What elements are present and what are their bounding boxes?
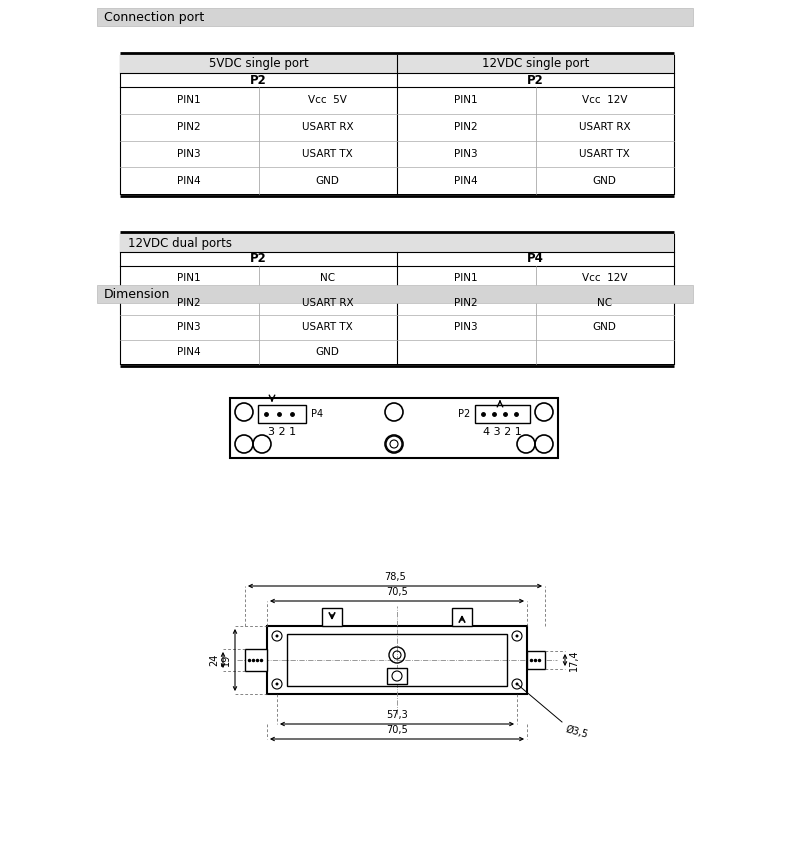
Bar	[120, 55, 397, 73]
Text: GND: GND	[592, 322, 617, 333]
Text: PIN3: PIN3	[455, 149, 478, 159]
Text: GND: GND	[316, 176, 339, 186]
Bar	[230, 398, 558, 458]
Text: 19: 19	[221, 654, 231, 666]
Text: USART TX: USART TX	[302, 149, 353, 159]
Text: USART RX: USART RX	[579, 122, 630, 133]
Circle shape	[516, 683, 518, 685]
Text: PIN1: PIN1	[177, 95, 201, 106]
Circle shape	[275, 683, 278, 685]
Bar	[120, 234, 674, 252]
Text: PIN2: PIN2	[177, 298, 201, 308]
Bar	[387, 668, 407, 684]
Bar	[397, 55, 674, 73]
Text: PIN2: PIN2	[177, 122, 201, 133]
Bar	[120, 55, 674, 194]
Text: USART TX: USART TX	[579, 149, 630, 159]
Text: P4: P4	[527, 252, 544, 266]
Text: 17,4: 17,4	[569, 649, 579, 671]
Text: 70,5: 70,5	[386, 587, 408, 597]
Text: Vcc  5V: Vcc 5V	[308, 95, 347, 106]
Text: 5VDC single port: 5VDC single port	[209, 57, 308, 71]
Text: NC: NC	[320, 273, 335, 284]
Text: P4: P4	[311, 409, 324, 419]
Text: 57,3: 57,3	[386, 710, 408, 720]
Text: 12VDC dual ports: 12VDC dual ports	[128, 236, 232, 250]
Bar	[475, 405, 530, 423]
Text: PIN1: PIN1	[177, 273, 201, 284]
Text: GND: GND	[316, 347, 339, 357]
Bar	[97, 285, 693, 303]
Bar	[287, 634, 507, 686]
Text: GND: GND	[592, 176, 617, 186]
Bar	[258, 405, 306, 423]
Text: USART TX: USART TX	[302, 322, 353, 333]
Text: Vcc  12V: Vcc 12V	[582, 95, 627, 106]
Text: P2: P2	[250, 252, 267, 266]
Bar	[527, 651, 545, 669]
Text: PIN1: PIN1	[455, 95, 478, 106]
Bar	[120, 234, 674, 364]
Text: Vcc  12V: Vcc 12V	[582, 273, 627, 284]
Text: PIN2: PIN2	[455, 298, 478, 308]
Text: USART RX: USART RX	[302, 122, 354, 133]
Text: Ø3,5: Ø3,5	[564, 724, 589, 739]
Text: Connection port: Connection port	[104, 10, 204, 24]
Bar	[267, 626, 527, 694]
Text: P2: P2	[527, 73, 544, 86]
Text: Dimension: Dimension	[104, 288, 170, 300]
Text: PIN4: PIN4	[455, 176, 478, 186]
Text: P2: P2	[250, 73, 267, 86]
Text: PIN3: PIN3	[177, 322, 201, 333]
Text: PIN1: PIN1	[455, 273, 478, 284]
Circle shape	[275, 635, 278, 637]
Text: PIN2: PIN2	[455, 122, 478, 133]
Bar	[452, 608, 472, 626]
Text: P2: P2	[458, 409, 470, 419]
Bar	[245, 649, 267, 671]
Text: PIN4: PIN4	[177, 176, 201, 186]
Text: 4 3 2 1: 4 3 2 1	[483, 427, 522, 437]
Text: PIN4: PIN4	[177, 347, 201, 357]
Text: 12VDC single port: 12VDC single port	[482, 57, 589, 71]
Text: PIN3: PIN3	[455, 322, 478, 333]
Text: 78,5: 78,5	[384, 572, 406, 582]
Circle shape	[516, 635, 518, 637]
Text: 24: 24	[209, 654, 219, 666]
Bar	[322, 608, 342, 626]
Text: 3 2 1: 3 2 1	[268, 427, 296, 437]
Text: 70,5: 70,5	[386, 725, 408, 735]
Text: PIN3: PIN3	[177, 149, 201, 159]
Text: NC: NC	[597, 298, 612, 308]
Text: USART RX: USART RX	[302, 298, 354, 308]
Bar	[97, 8, 693, 26]
